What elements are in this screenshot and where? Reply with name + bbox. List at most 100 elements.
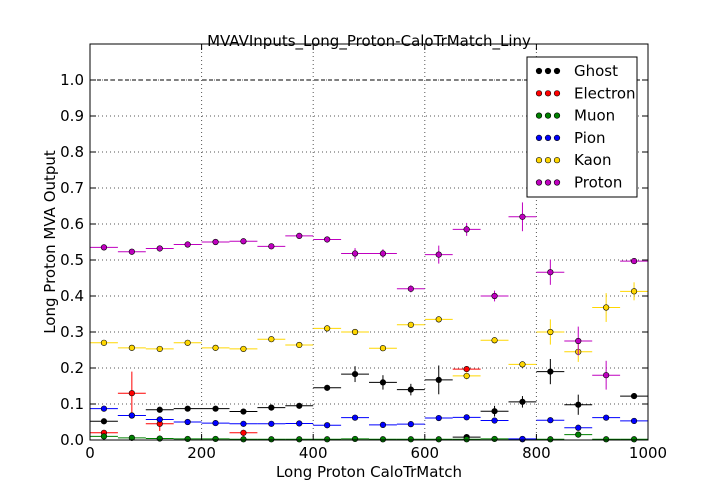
series-electron [90,365,481,436]
x-tick-label: 600 [410,444,439,462]
data-point [156,345,163,353]
data-point [491,337,498,344]
data-point [547,328,554,336]
data-point [324,236,331,243]
data-point [630,417,638,425]
legend-marker [553,157,561,164]
legend-marker [544,112,552,119]
data-point [519,435,526,443]
data-point [603,436,610,443]
data-point [184,418,191,426]
data-point [575,424,582,431]
data-point [240,429,247,436]
data-point [630,257,638,265]
data-point [519,361,526,368]
y-tick-label: 0.8 [60,143,84,161]
chart-title: MVAVInputs_Long_Proton-CaloTrMatch_Liny [207,32,531,51]
data-point [491,417,498,424]
data-point [435,316,442,323]
data-point [463,365,470,373]
axis-ticks: 0 200 400 600 800 1000 0.0 0.1 0.2 0.3 0.4 0.5 0.6 0.… [60,44,667,462]
y-tick-label: 0.6 [60,215,84,233]
data-point [184,339,191,346]
data-point [212,344,219,351]
data-point [491,292,498,300]
data-point [463,372,470,380]
series-proton [90,202,648,390]
data-point [156,406,163,413]
data-point [184,405,191,412]
data-point [435,251,442,258]
y-tick-label: 0.1 [60,395,84,413]
y-tick-label: 0.9 [60,107,84,125]
data-point [324,325,331,332]
legend-entry-pion: Pion [535,129,606,147]
data-point [407,386,414,393]
legend: Ghost Electron Muon Pion Kaon Proton [526,56,638,198]
legend-label: Proton [574,174,622,192]
data-point [212,419,219,427]
legend-marker [535,134,543,141]
data-point [603,414,610,421]
data-point [128,390,135,397]
data-point [630,392,638,400]
data-point [575,337,582,345]
data-point [630,288,638,295]
series-layer [90,202,648,443]
legend-marker [553,67,561,75]
data-point [184,241,191,248]
x-tick-label: 400 [299,444,328,462]
data-point [351,328,359,336]
data-point [351,250,359,257]
legend-label: Kaon [574,151,611,169]
data-point [184,435,191,443]
data-point [519,398,526,405]
legend-entry-electron: Electron [535,84,636,102]
legend-marker [535,157,543,164]
data-point [351,435,359,443]
legend-label: Pion [574,129,606,147]
legend-marker [544,179,552,186]
data-point [324,384,331,391]
y-tick-label: 0.2 [60,359,84,377]
data-point [268,336,275,343]
x-axis-label: Long Proton CaloTrMatch [276,463,462,481]
data-point [268,404,275,411]
data-point [603,304,610,311]
legend-entry-kaon: Kaon [535,151,611,169]
data-point [547,269,554,276]
data-point [379,250,387,257]
data-point [435,436,442,443]
data-point [100,433,108,440]
data-point [463,436,470,443]
y-tick-label: 0.3 [60,323,84,341]
data-point [240,345,247,353]
legend-marker [544,157,552,164]
data-point [296,436,303,443]
legend-entry-proton: Proton [535,174,622,192]
data-point [100,244,108,251]
data-point [212,238,219,246]
data-point [407,421,414,428]
y-tick-label: 0.7 [60,179,84,197]
data-point [491,435,498,443]
x-tick-label: 800 [522,444,551,462]
series-muon [90,431,648,443]
data-point [575,431,582,438]
data-point [128,412,135,419]
plot-frame [89,43,649,441]
legend-entry-muon: Muon [535,107,615,125]
data-point [156,245,163,252]
data-point [407,321,414,328]
data-point [240,408,247,415]
series-pion [90,405,648,443]
data-point [351,414,359,421]
data-point [268,436,275,443]
legend-marker [535,179,543,186]
legend-marker [544,90,552,97]
data-point [156,416,163,423]
data-point [351,371,359,378]
data-point [519,213,526,220]
data-point [324,422,331,429]
data-point [407,436,414,443]
